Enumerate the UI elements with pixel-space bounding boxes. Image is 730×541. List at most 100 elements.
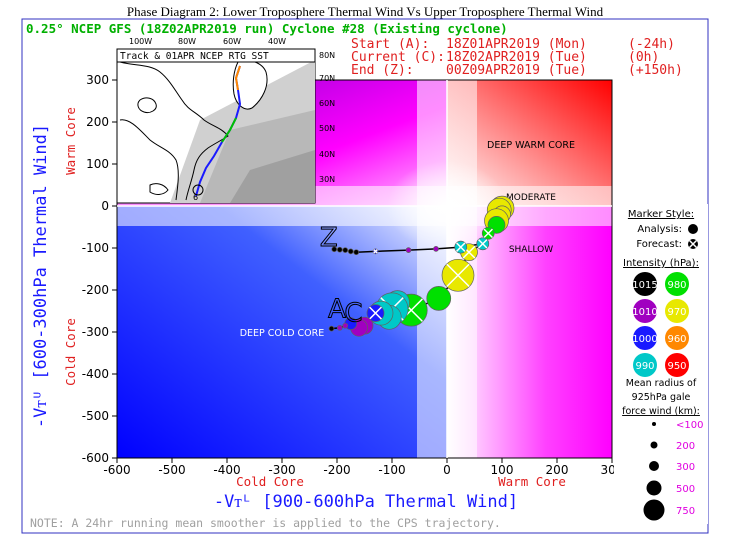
trajectory-point xyxy=(328,325,335,332)
x-tick-label: -600 xyxy=(103,463,130,477)
legend-radius-swatch xyxy=(650,441,658,449)
legend-radius-title-3: force wind (km): xyxy=(622,406,700,417)
region-deep-warm-core: DEEP WARM CORE xyxy=(487,140,575,151)
legend-radius-swatch xyxy=(646,480,662,496)
legend-radius-label: 750 xyxy=(676,506,695,517)
legend-intensity-label: 960 xyxy=(667,334,686,345)
trajectory-label-start: A xyxy=(328,294,346,324)
legend-intensity-swatch xyxy=(665,353,689,377)
forecast-track-point xyxy=(353,249,360,256)
legend-radius-swatch xyxy=(649,461,659,471)
y-tick-label: -300 xyxy=(82,325,109,339)
inset-lat-80n: 80N xyxy=(319,51,335,60)
forecast-track-point-cross xyxy=(373,249,378,254)
region-moderate: MODERATE xyxy=(506,193,556,203)
x-tick-label: 200 xyxy=(546,463,569,477)
legend-radius-label: 200 xyxy=(676,441,695,452)
y-axis-title: -Vᴛᵁ [600-300hPa Thermal Wind] xyxy=(31,124,51,428)
region-shallow: SHALLOW xyxy=(509,245,553,255)
forecast-track-point-cross xyxy=(456,242,466,252)
y-axis-ticks: -600 -500 -400 -300 -200 -100 0 100 200 300 xyxy=(82,73,117,465)
x-tick-label: -500 xyxy=(158,463,185,477)
inset-lat-70n: 70N xyxy=(319,74,335,83)
legend-forecast-label: Forecast: xyxy=(636,239,682,250)
legend-intensity-label: 990 xyxy=(635,361,654,372)
trajectory-label-end: Z xyxy=(320,223,338,253)
legend-intensity-label: 950 xyxy=(667,361,686,372)
legend-intensity-swatch xyxy=(633,299,657,323)
legend-intensity-label: 1010 xyxy=(632,307,657,318)
legend-analysis-marker xyxy=(688,224,698,234)
trajectory-point-cross xyxy=(369,306,382,320)
plot-frame xyxy=(116,79,613,459)
legend-radius-swatch xyxy=(652,422,656,426)
trajectory xyxy=(328,195,515,337)
legend-intensity-label: 1000 xyxy=(632,334,657,345)
inset-lat-60n: 60N xyxy=(319,99,335,108)
x-tick-label: -100 xyxy=(378,463,405,477)
forecast-track-point xyxy=(331,246,338,253)
inset-lat-40n: 40N xyxy=(319,150,335,159)
footnote: NOTE: A 24hr running mean smoother is ap… xyxy=(30,516,501,530)
legend-radius-swatch xyxy=(643,499,665,521)
end-offset: (+150h) xyxy=(628,63,683,78)
legend-analysis-label: Analysis: xyxy=(637,224,682,235)
legend-intensity-label: 980 xyxy=(667,280,686,291)
y-tick-label: 200 xyxy=(86,115,109,129)
legend-radius-label: 500 xyxy=(676,484,695,495)
inset-lat-30n: 30N xyxy=(319,175,335,184)
legend-intensity-swatch xyxy=(633,272,657,296)
y-tick-label: 300 xyxy=(86,73,109,87)
inset-lon-40w: 40W xyxy=(268,37,286,46)
forecast-track-point xyxy=(347,248,354,255)
legend-panel: Marker Style: Analysis: Forecast: Intens… xyxy=(614,204,708,524)
inset-lat-50n: 50N xyxy=(319,124,335,133)
x-tick-label: 100 xyxy=(491,463,514,477)
trajectory-point xyxy=(426,286,452,311)
start-offset: (-24h) xyxy=(628,37,675,52)
end-label: End (Z): xyxy=(351,63,414,78)
legend-intensity-swatch xyxy=(665,326,689,350)
inset-lon-60w: 60W xyxy=(223,37,241,46)
legend-radius-title-2: 925hPa gale xyxy=(632,392,691,403)
forecast-track-point xyxy=(342,247,349,253)
current-offset: (0h) xyxy=(628,50,659,65)
legend-intensity-swatch xyxy=(665,272,689,296)
legend-intensity-swatch xyxy=(633,353,657,377)
x-warm-core-label: Warm Core xyxy=(498,474,566,489)
inset-coastline-north-america xyxy=(119,61,229,201)
current-label: Current (C): xyxy=(351,50,445,65)
y-tick-label: 100 xyxy=(86,157,109,171)
legend-radius-label: 300 xyxy=(676,462,695,473)
current-time: 18Z02APR2019 (Tue) xyxy=(446,50,587,65)
inset-title: Track & 01APR NCEP RTG SST xyxy=(120,51,269,62)
legend-radius-swatches: <100 200 300 500 750 xyxy=(643,420,703,521)
x-tick-label: -300 xyxy=(268,463,295,477)
forecast-track-point-cross xyxy=(478,239,488,249)
inset-map: 6 Track & 01APR NCEP RTG SST xyxy=(116,48,316,204)
trajectory-point xyxy=(336,324,343,331)
y-tick-label: -100 xyxy=(82,241,109,255)
x-tick-label: -400 xyxy=(213,463,240,477)
trajectory-point xyxy=(342,322,349,329)
x-tick-label: 0 xyxy=(443,463,451,477)
legend-intensity-label: 1015 xyxy=(632,280,657,291)
legend-intensity-swatches: 1015 980 1010 970 1000 960 990 950 xyxy=(632,272,689,377)
legend-intensity-title: Intensity (hPa): xyxy=(623,258,699,269)
trajectory-point-cross xyxy=(462,245,476,259)
legend-intensity-label: 970 xyxy=(667,307,686,318)
legend-intensity-swatch xyxy=(665,299,689,323)
y-tick-label: -400 xyxy=(82,367,109,381)
y-warm-core-label: Warm Core xyxy=(63,107,78,175)
model-run-line: 0.25° NCEP GFS (18Z02APR2019 run) Cyclon… xyxy=(26,21,508,36)
trajectory-label-current: C xyxy=(344,299,362,329)
start-time: 18Z01APR2019 (Mon) xyxy=(446,37,587,52)
quadrant-bottom-left xyxy=(117,206,447,458)
inset-track-end-label: 6 xyxy=(193,193,198,202)
y-tick-label: -500 xyxy=(82,409,109,423)
forecast-track-point xyxy=(405,247,412,253)
y-tick-label: -200 xyxy=(82,283,109,297)
inset-lon-80w: 80W xyxy=(178,37,196,46)
forecast-track-point xyxy=(433,245,439,252)
